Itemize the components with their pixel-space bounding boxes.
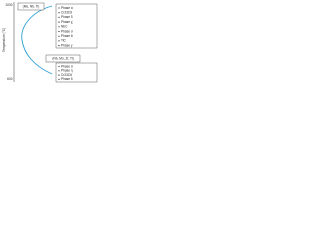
item: Phase χ: [61, 20, 73, 24]
bullet: [58, 12, 60, 14]
item: Phase δ: [61, 15, 73, 19]
item: NbC: [61, 25, 68, 29]
lower-list-box: [55, 62, 98, 83]
upper-title: (Mo, Nb, Ti): [23, 4, 40, 8]
upper-list-box: [55, 3, 98, 49]
bullet: [58, 35, 60, 37]
item: Phase α: [61, 6, 73, 10]
item: Phase δ: [61, 77, 73, 81]
item: Phase γ: [61, 43, 73, 47]
upper-title-box: [17, 2, 45, 11]
item: Cr23C6: [61, 73, 72, 77]
axis-bottom: 600: [7, 77, 13, 81]
bullet: [58, 26, 60, 28]
bullet: [58, 21, 60, 23]
bullet: [58, 7, 60, 9]
lower-title: (Nb, Mo, Zr, Ti): [52, 56, 73, 60]
bullet: [58, 40, 60, 42]
item: Phase σ: [61, 29, 73, 33]
bullet: [58, 78, 60, 80]
item: Phase α: [61, 64, 73, 68]
bullet: [58, 30, 60, 33]
lower-title-box: [45, 54, 81, 63]
bullet: [58, 16, 60, 18]
item: Phase η: [61, 69, 73, 73]
axis-label: Temperature (°C): [2, 28, 6, 52]
bullet: [58, 45, 60, 47]
curve: [21, 5, 53, 75]
item: Cr23C6: [61, 11, 72, 15]
bullet: [58, 65, 60, 68]
diagram: Temperature (°C) 1000 600 (Mo, Nb, Ti) (…: [2, 2, 98, 83]
axis-top: 1000: [5, 3, 12, 7]
bullet: [58, 70, 60, 72]
bullet: [58, 74, 60, 76]
item: TiC: [61, 39, 67, 43]
item: Phase θ: [61, 34, 73, 38]
